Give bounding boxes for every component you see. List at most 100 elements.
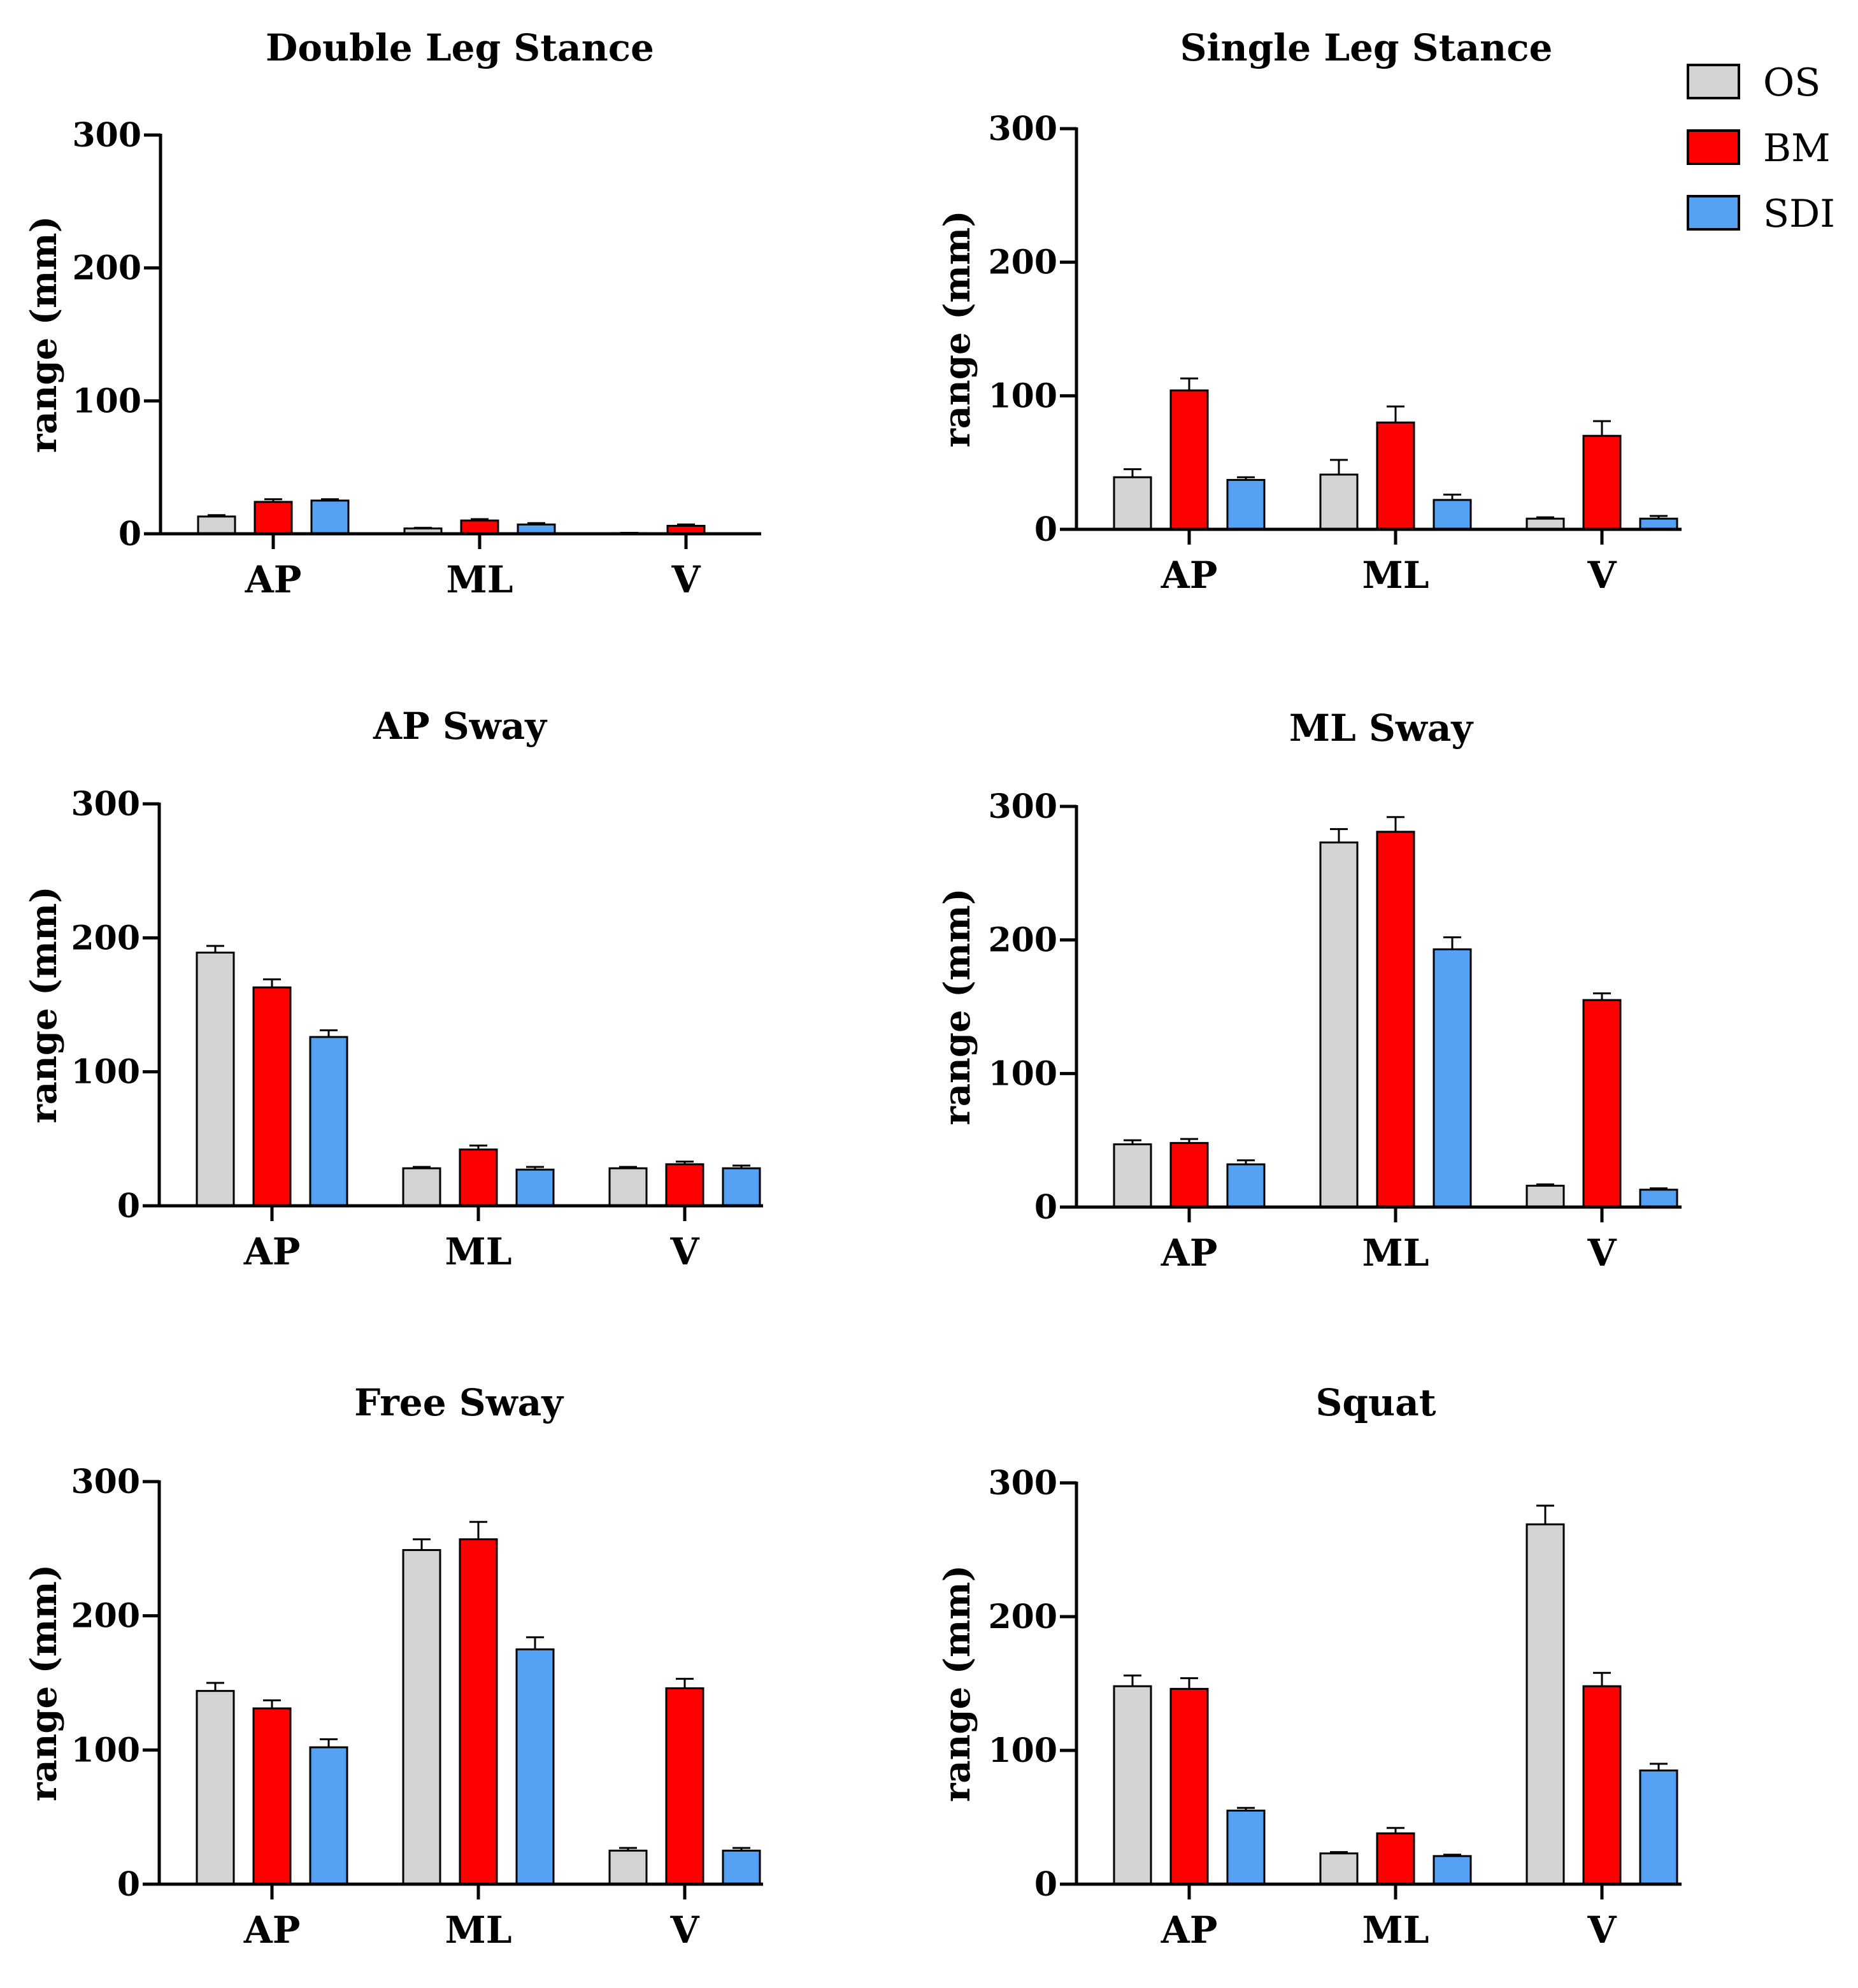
y-tick-label: 300 [988,787,1057,826]
bar-sdi-ml [515,1168,555,1207]
bar-os-ml [1319,473,1359,531]
y-tick-label: 100 [988,1054,1057,1093]
bar-bm-ml [459,1538,498,1885]
bar-bm-v [1582,1685,1622,1885]
bar-bm-ml [460,519,499,535]
legend-item-bm: BM [1687,126,1831,171]
y-tick-label: 200 [988,1598,1057,1636]
y-tick-label: 100 [988,376,1057,415]
x-tick-label-ap: AP [1161,1908,1218,1952]
legend-swatch-os [1687,64,1740,99]
bar-os-ap [1113,476,1152,531]
y-tick-label: 200 [72,249,141,288]
chart-title: Squat [1316,1381,1436,1424]
y-tick-label: 200 [988,243,1057,282]
chart-title: Single Leg Stance [1180,26,1553,69]
x-tick-label-v: V [1587,1231,1617,1275]
x-tick-label-v: V [671,558,701,601]
legend-label-bm: BM [1763,126,1831,171]
y-tick-label: 0 [1034,1865,1057,1904]
legend-item-sdi: SDI [1687,192,1835,236]
bar-sdi-ap [309,1746,348,1885]
y-tick-label: 300 [71,1462,140,1501]
bar-bm-ap [1169,1687,1209,1885]
y-axis-label: range (mm) [23,1564,65,1801]
bar-sdi-ap [1226,1810,1266,1885]
bar-sdi-v [722,1167,761,1207]
y-tick-label: 200 [71,919,140,957]
bar-bm-v [665,1163,704,1207]
chart-title: Double Leg Stance [266,26,654,69]
y-axis-label: range (mm) [936,210,978,447]
x-tick-label-ml: ML [1362,1908,1429,1952]
legend-label-sdi: SDI [1763,192,1835,236]
bar-bm-ml [1376,1832,1415,1885]
bar-sdi-ap [1226,1163,1266,1208]
x-tick-label-ml: ML [1362,1231,1429,1275]
panels: Double Leg Stance range (mm) 0 100 200 300 AP M… [23,26,1682,1952]
y-tick-label: 100 [988,1731,1057,1770]
bar-bm-v [665,1687,704,1885]
bar-os-ml [1319,1852,1359,1885]
bar-os-ap [1113,1685,1152,1885]
y-tick-label: 300 [988,110,1057,148]
bar-sdi-ml [1433,948,1472,1208]
y-axis-label: range (mm) [23,886,65,1123]
y-tick-label: 200 [71,1597,140,1636]
x-tick-label-ap: AP [243,1908,301,1952]
chart-panel: Single Leg Stance range (mm) 0 100 200 300 AP M… [936,26,1682,597]
y-axis-label: range (mm) [23,216,65,453]
bar-sdi-ap [309,1036,348,1207]
x-tick-label-v: V [669,1230,699,1273]
x-tick-label-ap: AP [245,558,302,601]
y-tick-label: 100 [72,382,141,420]
bar-bm-ml [1376,831,1415,1208]
y-tick-label: 300 [988,1464,1057,1503]
x-tick-label-ml: ML [447,558,513,601]
bar-os-ml [1319,841,1359,1208]
bar-os-ap [197,515,236,535]
x-tick-label-ap: AP [1161,554,1218,597]
bar-sdi-v [1639,1770,1678,1885]
bar-bm-ml [1376,421,1415,531]
bar-sdi-v [1639,517,1678,531]
bar-os-ap [196,1690,235,1885]
chart-title: ML Sway [1289,706,1475,750]
y-tick-label: 0 [117,1865,140,1904]
x-tick-label-ml: ML [1362,554,1429,597]
bar-bm-ap [252,1707,292,1885]
bar-sdi-v [1639,1189,1678,1208]
bar-os-ml [402,1167,441,1207]
bar-bm-v [1582,434,1622,531]
bar-sdi-ml [515,1648,555,1885]
legend-swatch-bm [1687,129,1740,165]
chart-panel: AP Sway range (mm) 0 100 200 300 AP ML V [23,704,763,1273]
chart-panel: ML Sway range (mm) 0 100 200 300 AP ML V [936,706,1682,1275]
bar-os-v [1526,1184,1565,1208]
bar-os-v [608,1167,648,1207]
x-tick-label-ap: AP [1161,1231,1218,1275]
y-tick-label: 200 [988,921,1057,960]
legend-item-os: OS [1687,61,1820,105]
legend: OS BM SDI [1687,61,1835,236]
y-tick-label: 100 [71,1731,140,1770]
bar-os-ap [196,951,235,1207]
x-tick-label-v: V [1587,1908,1617,1952]
x-tick-label-ap: AP [243,1230,301,1273]
chart-panel: Squat range (mm) 0 100 200 300 AP ML V [936,1381,1682,1952]
bar-os-v [1526,517,1565,531]
bar-os-v [1526,1523,1565,1885]
bar-sdi-ap [310,499,350,535]
bar-bm-ml [459,1148,498,1207]
bar-bm-ap [1169,389,1209,531]
x-tick-label-v: V [1587,554,1617,597]
bar-os-ml [402,1548,441,1885]
bar-bm-ap [1169,1141,1209,1208]
bar-os-ap [1113,1143,1152,1208]
legend-label-os: OS [1763,61,1820,105]
y-tick-label: 0 [1034,510,1057,549]
y-axis-label: range (mm) [936,888,978,1125]
x-tick-label-v: V [669,1908,699,1952]
chart-panel: Double Leg Stance range (mm) 0 100 200 300 AP M… [23,26,761,601]
